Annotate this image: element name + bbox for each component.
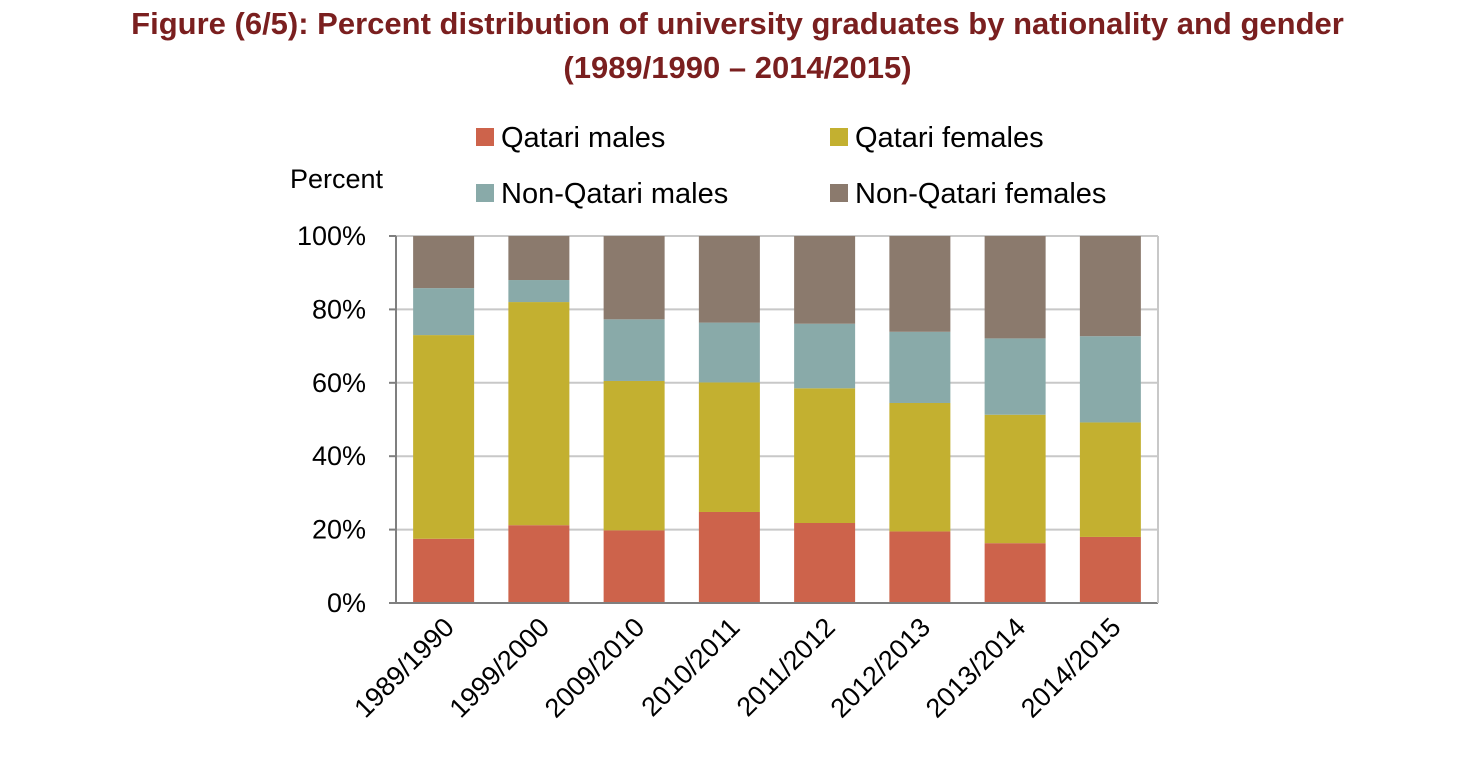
legend-label: Non-Qatari females xyxy=(855,178,1106,210)
y-tick-label: 80% xyxy=(312,294,366,324)
bar-segment-qatari-males xyxy=(794,522,856,603)
bar-segment-non-qatari-males xyxy=(794,323,856,389)
x-tick-label: 1999/2000 xyxy=(444,612,555,723)
x-tick-labels: 1989/19901999/20002009/20102010/20112011… xyxy=(348,612,1126,723)
x-tick-label: 2014/2015 xyxy=(1015,612,1126,723)
bar-segment-qatari-females xyxy=(413,335,475,539)
y-tick-labels: 0% 20% 40% 60% 80% 100% xyxy=(297,221,366,618)
bar-segment-qatari-males xyxy=(698,511,760,603)
bar-segment-non-qatari-females xyxy=(1079,236,1141,337)
bar-segment-qatari-females xyxy=(603,380,665,531)
bar-segment-non-qatari-females xyxy=(984,236,1046,339)
bar-segment-non-qatari-males xyxy=(698,322,760,383)
bar-segment-non-qatari-males xyxy=(508,280,570,303)
bar-segment-non-qatari-females xyxy=(508,236,570,281)
bar-segment-qatari-females xyxy=(1079,422,1141,537)
bars xyxy=(413,236,1141,603)
legend-swatch xyxy=(476,128,494,146)
y-tick-label: 20% xyxy=(312,515,366,545)
bar-segment-non-qatari-males xyxy=(603,319,665,381)
bar-segment-non-qatari-males xyxy=(889,331,951,403)
bar-segment-non-qatari-females xyxy=(794,236,856,324)
x-tick-label: 2012/2013 xyxy=(825,612,936,723)
legend-swatch xyxy=(476,184,494,202)
bar-segment-non-qatari-males xyxy=(413,288,475,336)
legend-swatch xyxy=(830,184,848,202)
y-tick-label: 100% xyxy=(297,221,366,251)
legend-label: Qatari females xyxy=(855,122,1044,154)
x-tick-label: 2009/2010 xyxy=(539,612,650,723)
bar-segment-qatari-females xyxy=(794,388,856,523)
axes xyxy=(389,235,1159,604)
bar-segment-non-qatari-females xyxy=(413,236,475,289)
y-tick-label: 40% xyxy=(312,441,366,471)
bar-segment-non-qatari-males xyxy=(984,338,1046,415)
bar-segment-non-qatari-males xyxy=(1079,336,1141,423)
bar-segment-qatari-males xyxy=(889,531,951,603)
y-tick-label: 0% xyxy=(327,588,366,618)
x-tick-label: 1989/1990 xyxy=(348,612,459,723)
legend-label: Non-Qatari males xyxy=(501,178,728,210)
legend-swatch xyxy=(830,128,848,146)
bar-segment-qatari-females xyxy=(889,402,951,532)
figure-title-line1: Figure (6/5): Percent distribution of un… xyxy=(131,6,1344,41)
bar-segment-qatari-males xyxy=(1079,536,1141,603)
bar-segment-non-qatari-females xyxy=(889,236,951,332)
y-axis-label: Percent xyxy=(290,164,384,194)
bar-segment-non-qatari-females xyxy=(698,236,760,323)
legend-label: Qatari males xyxy=(501,122,665,154)
legend: Qatari males Qatari females Non-Qatari mal… xyxy=(476,122,1106,210)
x-tick-label: 2011/2012 xyxy=(731,612,841,722)
x-tick-label: 2010/2011 xyxy=(636,612,746,722)
bar-segment-non-qatari-females xyxy=(603,236,665,320)
y-tick-label: 60% xyxy=(312,368,366,398)
bar-segment-qatari-females xyxy=(508,302,570,526)
bar-segment-qatari-males xyxy=(984,543,1046,603)
x-tick-label: 2013/2014 xyxy=(920,612,1031,723)
figure-title-line2: (1989/1990 – 2014/2015) xyxy=(563,50,912,85)
bar-segment-qatari-males xyxy=(603,530,665,603)
bar-segment-qatari-females xyxy=(984,414,1046,544)
figure-title: Figure (6/5): Percent distribution of un… xyxy=(0,2,1475,90)
bar-segment-qatari-females xyxy=(698,382,760,512)
bar-segment-qatari-males xyxy=(413,538,475,603)
bar-segment-qatari-males xyxy=(508,525,570,603)
